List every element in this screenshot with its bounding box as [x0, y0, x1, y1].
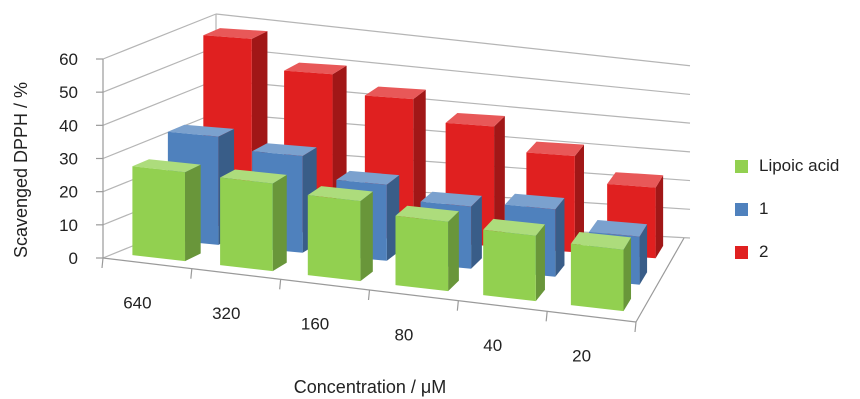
bar-lipoic-acid-640	[132, 159, 201, 262]
bar-side-face	[272, 174, 287, 272]
bar-side-face	[655, 175, 664, 259]
x-tick	[634, 321, 637, 333]
legend-label-2: 2	[759, 242, 769, 261]
bars	[132, 28, 664, 312]
bar-front-face	[307, 195, 361, 282]
bar-side-face	[574, 144, 584, 253]
bar-side-face	[555, 197, 565, 277]
y-tick-label: 20	[59, 183, 78, 202]
x-tick	[456, 300, 459, 311]
bar-top-face	[526, 141, 584, 157]
side-gridline	[102, 13, 217, 60]
bar-top-face	[364, 86, 426, 100]
bar-lipoic-acid-40	[483, 218, 545, 302]
side-gridline	[102, 112, 217, 160]
y-axis-title: Scavenged DPPH / %	[11, 82, 31, 258]
back-gridline	[215, 13, 691, 67]
x-tick-label-640: 640	[123, 293, 151, 312]
bar-front-face	[483, 229, 536, 302]
y-tick-label: 10	[59, 216, 78, 235]
floor-right-edge	[635, 237, 685, 323]
bar-side-face	[494, 115, 505, 247]
bar-side-face	[535, 224, 545, 302]
bar-side-face	[471, 195, 482, 269]
bar-side-face	[360, 191, 373, 282]
bar-front-face	[220, 177, 273, 272]
back-gridline	[215, 46, 691, 96]
legend-item-2: 2	[735, 241, 860, 263]
bar-top-face	[570, 231, 632, 250]
legend-label-lipoic-acid: Lipoic acid	[759, 156, 840, 175]
bar-top-face	[307, 186, 373, 202]
legend-item-1: 1	[735, 198, 860, 220]
bar-top-face	[504, 193, 565, 210]
bar-front-face	[395, 215, 449, 292]
legend-swatch-1	[735, 202, 748, 216]
bar-top-face	[132, 159, 201, 173]
bar-lipoic-acid-160	[307, 186, 373, 282]
x-axis-title: Concentration / μM	[294, 377, 446, 397]
legend-swatch-2	[735, 245, 748, 259]
legend-item-lipoic-acid: Lipoic acid	[735, 155, 860, 177]
y-tick-label: 40	[59, 116, 78, 135]
bar-top-face	[445, 112, 505, 127]
bar-top-face	[395, 205, 459, 222]
bar-top-face	[220, 169, 287, 184]
x-tick	[190, 268, 193, 279]
x-tick-label-80: 80	[394, 325, 413, 344]
x-tick	[279, 279, 282, 290]
y-tick-label: 50	[59, 83, 78, 102]
legend-swatch-lipoic-acid	[735, 159, 748, 173]
x-tick-label-160: 160	[301, 315, 329, 334]
x-tick	[367, 289, 371, 301]
x-tick-label-320: 320	[212, 304, 240, 323]
x-tick-label-20: 20	[572, 347, 591, 366]
y-tick-label: 30	[59, 150, 78, 169]
bar-top-face	[607, 172, 664, 188]
x-tick	[545, 311, 548, 322]
x-tick-label-40: 40	[483, 336, 502, 355]
bar-top-face	[336, 170, 400, 185]
bar-lipoic-acid-320	[220, 169, 287, 272]
y-tick-label: 60	[59, 50, 78, 69]
bar-top-face	[284, 62, 347, 75]
bar-front-face	[132, 166, 186, 262]
bar-side-face	[185, 164, 201, 262]
bar-top-face	[203, 28, 268, 39]
bar-side-face	[623, 237, 632, 312]
bar-front-face	[570, 243, 624, 312]
y-tick-label: 0	[69, 249, 78, 268]
legend-label-1: 1	[759, 199, 769, 218]
bar-top-face	[589, 219, 648, 237]
side-gridline	[102, 46, 217, 93]
chart-legend: Lipoic acid 1 2	[735, 155, 860, 284]
bar-top-face	[167, 124, 235, 137]
bar-lipoic-acid-20	[570, 231, 632, 312]
bar-side-face	[448, 211, 459, 292]
bar-top-face	[252, 143, 317, 157]
bar-top-face	[420, 191, 482, 207]
x-tick	[101, 257, 104, 269]
side-gridline	[102, 79, 217, 126]
bar-lipoic-acid-80	[395, 205, 459, 292]
bar-side-face	[639, 224, 648, 285]
bar-top-face	[483, 218, 545, 236]
